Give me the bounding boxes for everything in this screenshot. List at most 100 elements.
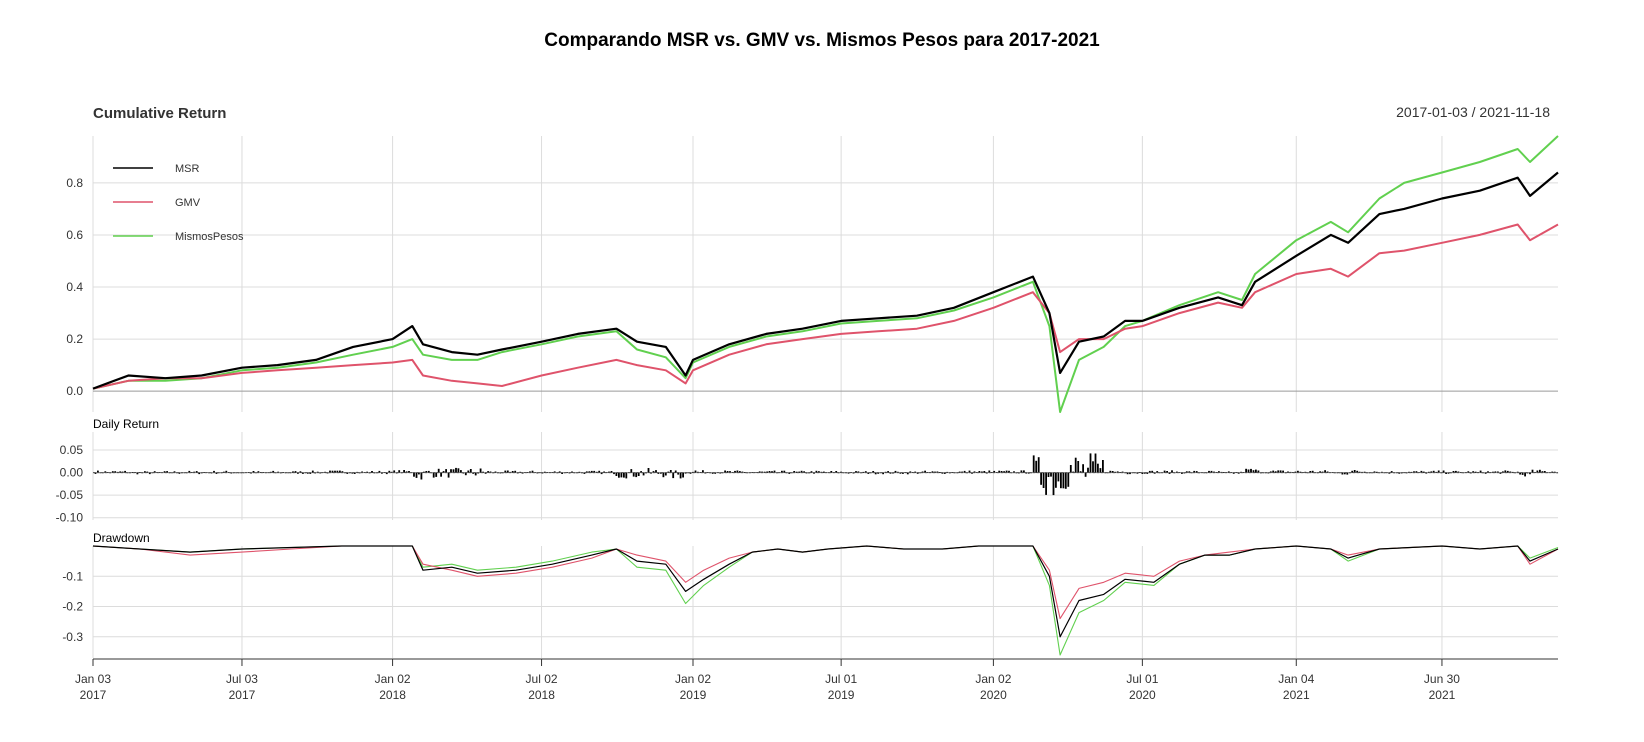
- daily-return-bar-164: [499, 472, 502, 474]
- daily-return-bar-229: [660, 472, 662, 474]
- daily-return-bar-451: [1208, 470, 1210, 473]
- daily-return-bar-493: [1311, 470, 1314, 473]
- daily-return-bar-506: [1343, 472, 1346, 475]
- daily-return-bar-119: [388, 470, 391, 473]
- daily-return-bar-167: [506, 470, 509, 473]
- daily-return-bar-436: [1171, 470, 1173, 473]
- daily-return-bar-463: [1237, 472, 1240, 474]
- daily-return-bar-235: [674, 470, 677, 473]
- daily-return-bar-226: [652, 471, 655, 473]
- daily-return-bar-224: [647, 468, 650, 473]
- daily-return-bar-492: [1309, 471, 1312, 473]
- daily-return-bar-530: [1403, 472, 1405, 474]
- daily-return-bar-202: [593, 470, 596, 473]
- daily-return-bar-246: [702, 470, 704, 473]
- daily-return-bar-553: [1460, 472, 1462, 473]
- daily-return-bar-41: [195, 471, 198, 473]
- daily-return-bar-412: [1111, 471, 1114, 473]
- daily-return-bar-98: [336, 470, 339, 473]
- series-line-mismospesos: [92, 135, 1559, 413]
- daily-return-bar-10: [119, 471, 122, 473]
- daily-return-bar-80: [292, 471, 294, 473]
- daily-return-bar-196: [578, 471, 581, 473]
- daily-tick-label-2: -0.05: [56, 488, 84, 502]
- daily-return-bar-418: [1126, 472, 1129, 475]
- daily-return-bar-573: [1509, 471, 1512, 473]
- daily-return-bar-91: [319, 472, 322, 474]
- daily-return-bar-291: [813, 472, 815, 474]
- daily-return-bar-542: [1432, 470, 1435, 473]
- daily-return-bar-522: [1383, 472, 1386, 474]
- daily-return-bar-577: [1519, 472, 1521, 475]
- daily-return-bar-355: [971, 472, 973, 474]
- daily-return-bar-340: [934, 471, 936, 473]
- daily-return-bar-217: [630, 469, 633, 473]
- daily-return-bar-185: [551, 472, 554, 473]
- daily-return-bar-563: [1484, 472, 1487, 474]
- daily-return-bar-49: [215, 472, 218, 474]
- daily-return-bar-519: [1376, 471, 1378, 473]
- daily-return-bar-585: [1539, 469, 1541, 473]
- daily-return-bar-524: [1388, 472, 1391, 474]
- daily-return-bar-352: [963, 470, 966, 473]
- daily-return-bar-520: [1378, 472, 1381, 474]
- daily-return-bar-232: [667, 471, 670, 473]
- daily-return-bar-248: [706, 472, 709, 473]
- daily-return-bar-162: [494, 471, 497, 473]
- daily-return-bar-221: [640, 471, 642, 473]
- daily-return-bar-144: [450, 469, 452, 473]
- daily-return-bar-471: [1257, 470, 1260, 473]
- daily-return-bar-150: [464, 472, 467, 476]
- daily-return-bar-203: [595, 471, 598, 473]
- daily-return-bar-188: [558, 471, 561, 473]
- daily-return-bar-343: [941, 472, 944, 474]
- daily-return-bar-271: [763, 471, 766, 473]
- daily-return-bar-238: [682, 472, 684, 478]
- daily-return-bar-132: [420, 472, 423, 480]
- daily-return-bar-498: [1324, 470, 1326, 473]
- daily-return-bar-391: [1060, 472, 1062, 489]
- daily-return-bar-67: [260, 472, 262, 473]
- daily-return-bar-321: [887, 471, 889, 473]
- daily-return-bar-479: [1277, 470, 1280, 473]
- daily-return-bar-379: [1030, 472, 1033, 474]
- cum-tick-label-1: 0.2: [66, 332, 83, 346]
- dd-tick-label-1: -0.2: [62, 600, 83, 614]
- daily-return-bar-570: [1502, 471, 1504, 473]
- daily-return-bar-373: [1015, 472, 1018, 474]
- daily-return-bar-115: [378, 470, 381, 473]
- daily-return-bar-467: [1247, 469, 1250, 473]
- daily-return-bar-166: [504, 470, 507, 473]
- daily-return-bar-273: [768, 471, 771, 473]
- daily-return-bar-156: [479, 468, 482, 473]
- daily-return-bar-112: [371, 471, 373, 473]
- daily-return-bar-211: [615, 472, 618, 476]
- daily-return-bar-94: [326, 472, 329, 474]
- daily-return-bar-358: [978, 471, 981, 473]
- daily-return-bar-515: [1366, 472, 1368, 474]
- daily-return-bar-22: [148, 472, 151, 475]
- daily-return-bar-372: [1013, 471, 1015, 473]
- daily-return-bar-507: [1346, 472, 1349, 475]
- daily-return-bar-469: [1252, 470, 1255, 473]
- daily-return-bar-525: [1390, 471, 1393, 473]
- daily-return-bar-309: [857, 471, 860, 473]
- daily-return-title: Daily Return: [93, 417, 159, 431]
- daily-return-bar-32: [173, 471, 176, 473]
- daily-return-bar-356: [973, 471, 976, 473]
- daily-return-bar-260: [736, 470, 739, 473]
- daily-return-bar-368: [1003, 471, 1005, 473]
- daily-return-bar-494: [1314, 472, 1317, 474]
- daily-return-bar-305: [847, 472, 850, 474]
- daily-return-bar-206: [603, 471, 605, 473]
- daily-return-bar-347: [951, 472, 954, 473]
- daily-return-bar-109: [363, 472, 366, 473]
- daily-return-bar-359: [981, 471, 983, 473]
- daily-return-bar-588: [1546, 472, 1549, 474]
- date-range-label: 2017-01-03 / 2021-11-18: [1396, 104, 1550, 120]
- daily-return-bar-5: [106, 472, 109, 473]
- daily-return-bar-286: [800, 470, 803, 473]
- cumulative-lines: [92, 135, 1559, 413]
- daily-return-bar-241: [689, 472, 692, 474]
- daily-return-bar-170: [514, 470, 517, 473]
